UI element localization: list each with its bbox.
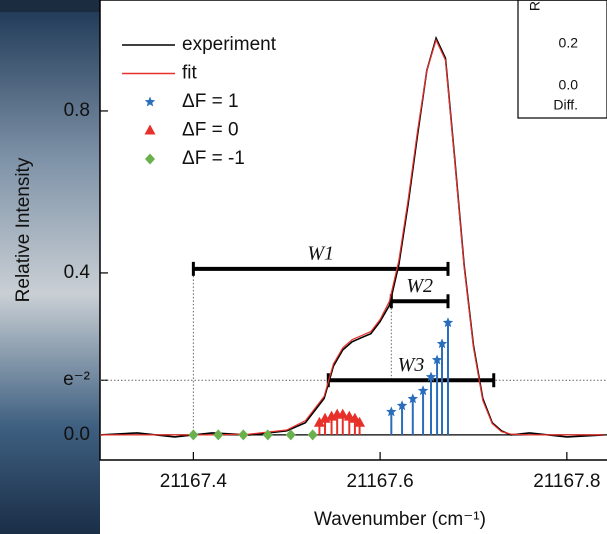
- legend-label: ΔF = -1: [182, 148, 245, 169]
- y-axis-label: Relative Intensity: [13, 157, 34, 302]
- legend-swatch: [144, 124, 156, 135]
- y-tick-label: 0.0: [64, 424, 90, 445]
- inset-label: Diff.: [553, 97, 578, 113]
- inset-tick: 0.0: [559, 77, 579, 93]
- marker: [307, 429, 318, 441]
- marker: [337, 408, 349, 419]
- legend-label: fit: [182, 63, 198, 84]
- x-tick-label: 21167.8: [533, 471, 600, 492]
- legend-label: ΔF = 0: [182, 120, 239, 141]
- marker: [213, 429, 224, 441]
- y-tick-label: 0.8: [64, 100, 90, 121]
- marker: [407, 393, 419, 404]
- inset-frame: [517, 0, 607, 119]
- marker: [238, 429, 249, 441]
- marker: [354, 416, 366, 427]
- marker: [442, 317, 454, 328]
- legend-swatch: [145, 153, 155, 165]
- legend-swatch: [144, 96, 156, 107]
- x-tick-label: 21167.4: [160, 471, 228, 492]
- marker: [436, 338, 448, 349]
- marker: [188, 429, 199, 441]
- marker: [313, 416, 325, 427]
- annotation-label: W2: [406, 275, 433, 297]
- marker: [349, 412, 361, 423]
- inset: 0.2 0.0 Diff. R: [517, 0, 607, 119]
- x-tick-label: 21167.6: [346, 471, 413, 492]
- y-tick-label: 0.4: [64, 262, 91, 283]
- marker: [285, 429, 296, 441]
- legend-label: experiment: [182, 34, 277, 55]
- marker: [425, 371, 437, 382]
- background-photo: [0, 0, 100, 534]
- marker: [396, 400, 408, 411]
- marker: [262, 429, 273, 441]
- annotation-label: W1: [307, 242, 334, 264]
- axis-frame: [99, 0, 607, 461]
- marker: [431, 354, 443, 365]
- marker: [386, 406, 397, 417]
- annotation-label: W3: [398, 354, 425, 376]
- marker: [417, 385, 429, 396]
- legend-label: ΔF = 1: [182, 91, 239, 112]
- y-tick-label: e⁻²: [63, 369, 90, 390]
- x-axis-label: Wavenumber (cm⁻¹): [314, 509, 486, 530]
- background-photo: [0, 0, 118, 12]
- line: [100, 38, 605, 436]
- inset-axis-label: R: [527, 1, 543, 11]
- inset-tick: 0.2: [559, 35, 579, 51]
